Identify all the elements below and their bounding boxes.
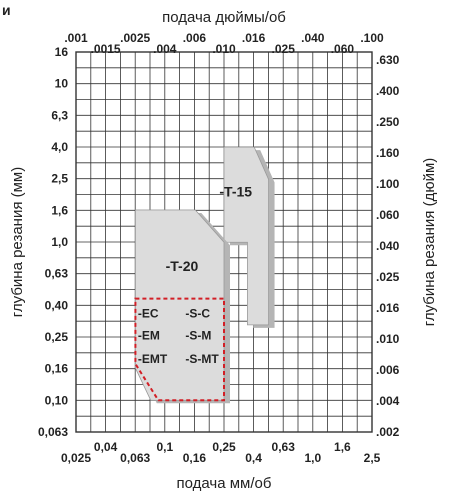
chipbreaker-label: -EC: [138, 306, 159, 320]
bottom-tick-label: 0,063: [120, 451, 150, 465]
chipbreaker-label: -S-MT: [185, 352, 219, 366]
right-tick-label: .250: [376, 115, 400, 129]
left-tick-label: 0,063: [38, 425, 68, 439]
bottom-tick-label: 0,025: [61, 451, 91, 465]
right-tick-label: .004: [376, 394, 400, 408]
top-tick-label: .016: [242, 31, 266, 45]
region-label-t15: -T-15: [219, 183, 252, 199]
bottom-tick-label: 2,5: [364, 451, 381, 465]
top-tick-label: .040: [301, 31, 325, 45]
bottom-tick-label: 0,63: [272, 440, 296, 454]
left-tick-label: 6,3: [51, 108, 68, 122]
right-axis-title: глубина резания (дюйм): [421, 158, 438, 327]
top-tick-label: .100: [360, 31, 384, 45]
top-tick-label: .006: [183, 31, 207, 45]
region-label-t20: -T-20: [166, 258, 199, 274]
left-tick-label: 2,5: [51, 172, 68, 186]
corner-label: и: [2, 2, 11, 18]
left-tick-label: 0,16: [45, 362, 69, 376]
left-tick-label: 16: [55, 45, 69, 59]
region-t15: [223, 146, 269, 326]
left-tick-label: 1,0: [51, 235, 68, 249]
left-tick-label: 0,40: [45, 298, 69, 312]
right-tick-label: .002: [376, 425, 400, 439]
right-tick-label: .016: [376, 301, 400, 315]
left-tick-label: 4,0: [51, 140, 68, 154]
bottom-tick-label: 0,1: [156, 440, 173, 454]
top-axis-title: подача дюймы/об: [162, 9, 286, 26]
chart-labels: -T-15 -T-20 -EC -S-C -EM -S-M -EMT -S-MT подача …: [9, 9, 438, 492]
region-t20: [135, 209, 225, 401]
chart-regions: [134, 146, 275, 404]
bottom-axis-title: подача мм/об: [177, 475, 272, 492]
left-tick-label: 0,10: [45, 393, 69, 407]
chipbreaker-label: -S-C: [185, 306, 210, 320]
chipbreaker-outline: [134, 297, 225, 402]
right-tick-label: .160: [376, 146, 400, 160]
right-tick-label: .006: [376, 363, 400, 377]
right-tick-label: .040: [376, 239, 400, 253]
left-tick-label: 10: [55, 77, 69, 91]
bottom-tick-label: 1,6: [334, 440, 351, 454]
bottom-tick-label: 0,04: [94, 440, 118, 454]
bottom-tick-label: 0,4: [245, 451, 262, 465]
left-tick-label: 0,63: [45, 267, 69, 281]
top-tick-label: .060: [331, 42, 355, 56]
chipbreaker-label: -EMT: [138, 352, 168, 366]
top-tick-label: .0025: [120, 31, 150, 45]
left-axis-title: глубина резания (мм): [9, 167, 26, 317]
top-tick-label: .025: [272, 42, 296, 56]
bottom-tick-label: 0,25: [212, 440, 236, 454]
bottom-tick-label: 0,16: [183, 451, 207, 465]
left-tick-label: 0,25: [45, 330, 69, 344]
chipbreaker-label: -S-M: [185, 329, 211, 343]
top-tick-label: .001: [64, 31, 88, 45]
right-tick-label: .060: [376, 208, 400, 222]
right-tick-label: .100: [376, 177, 400, 191]
top-tick-label: .0015: [91, 42, 121, 56]
top-tick-label: .010: [212, 42, 236, 56]
right-tick-label: .010: [376, 332, 400, 346]
bottom-tick-label: 1,0: [304, 451, 321, 465]
chipbreaker-label: -EM: [138, 329, 160, 343]
top-tick-label: .004: [153, 42, 177, 56]
left-tick-label: 1,6: [51, 203, 68, 217]
right-tick-label: .630: [376, 53, 400, 67]
right-tick-label: .400: [376, 84, 400, 98]
right-tick-label: .025: [376, 270, 400, 284]
